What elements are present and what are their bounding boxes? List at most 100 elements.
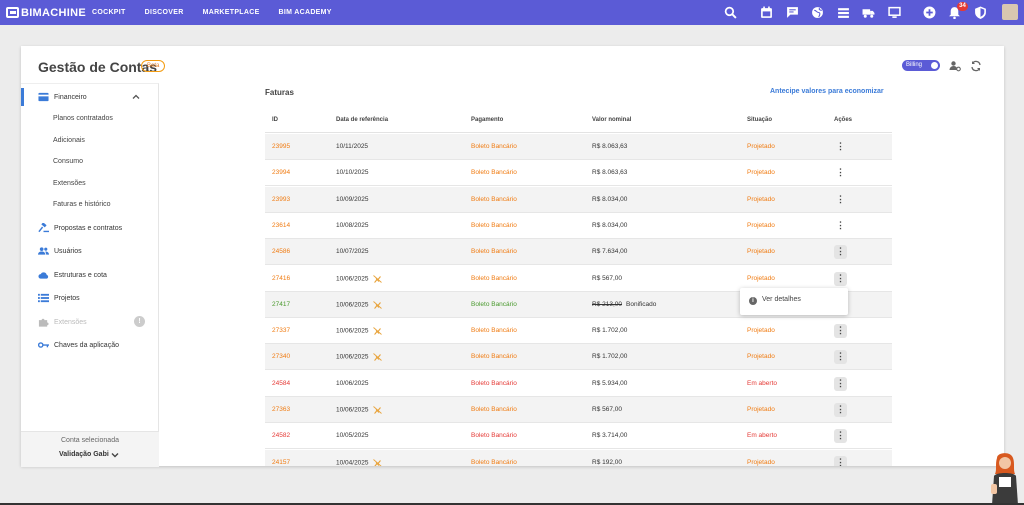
globe-icon[interactable] (811, 6, 824, 19)
column-header-payment[interactable]: Pagamento (471, 117, 504, 123)
date-text: 10/06/2025 (336, 406, 369, 414)
table-row[interactable]: 23614 10/08/2025 Boleto Bancário R$ 8.034,0… (265, 213, 892, 239)
brand-logo[interactable]: BIMACHINE (6, 7, 86, 19)
reference-date: 10/06/2025 (336, 380, 369, 387)
table-row[interactable]: 27363 10/06/2025 Boleto Bancário R$ 567,00 P… (265, 397, 892, 423)
invoice-id-link[interactable]: 24584 (272, 379, 291, 387)
table-row[interactable]: 24157 10/04/2025 Boleto Bancário R$ 192,00 P… (265, 449, 892, 466)
assistant-avatar[interactable] (988, 450, 1022, 505)
invoice-id-link[interactable]: 23995 (272, 143, 291, 150)
invoice-id-link[interactable]: 27363 (272, 406, 291, 413)
table-row[interactable]: 24586 10/07/2025 Boleto Bancário R$ 7.634,0… (265, 239, 892, 266)
user-avatar[interactable] (1002, 4, 1018, 20)
nominal-value: R$ 8.063,63 (592, 169, 628, 177)
more-actions-icon[interactable]: ⋮ (834, 429, 847, 444)
nominal-value: R$ 567,00 (592, 406, 622, 413)
gavel-icon (37, 223, 49, 233)
search-icon[interactable] (724, 6, 737, 19)
more-actions-icon[interactable]: ⋮ (834, 403, 847, 417)
more-actions-icon[interactable]: ⋮ (834, 324, 847, 339)
chevron-down-icon[interactable] (111, 451, 119, 459)
more-actions-icon[interactable]: ⋮ (836, 193, 845, 204)
account-selector[interactable]: Conta selecionada Validação Gabi (21, 431, 159, 467)
billing-toggle[interactable]: Billing (902, 60, 940, 71)
refresh-icon[interactable] (970, 60, 982, 72)
top-icon-bar: 34 (0, 0, 1024, 25)
invoice-id-link[interactable]: 24586 (272, 248, 291, 256)
column-header-date[interactable]: Data de referência (336, 117, 389, 123)
truck-icon[interactable] (862, 6, 875, 19)
nominal-value: R$ 1.702,00 (592, 353, 628, 361)
sidebar-item-label: Projetos (54, 294, 80, 302)
status-text: Em aberto (747, 432, 777, 440)
invoice-id-link[interactable]: 24582 (272, 432, 291, 440)
more-actions-icon[interactable]: ⋮ (834, 245, 847, 260)
chevron-up-icon[interactable] (132, 93, 140, 101)
payment-method: Boleto Bancário (471, 248, 517, 256)
sidebar-sub-extensoes[interactable]: Extensões (53, 180, 86, 187)
more-actions-icon[interactable]: ⋮ (836, 141, 845, 151)
payment-method: Boleto Bancário (471, 195, 517, 203)
column-header-actions: Ações (834, 117, 853, 123)
nominal-value: R$ 8.034,00 (592, 195, 628, 203)
invoice-id-link[interactable]: 27417 (272, 300, 291, 308)
invoice-id-link[interactable]: 23993 (272, 195, 291, 203)
shield-icon[interactable] (974, 6, 987, 19)
invoice-id-link[interactable]: 23994 (272, 169, 291, 177)
column-header-status[interactable]: Situação (747, 117, 773, 123)
sidebar-item-label: Financeiro (54, 93, 87, 101)
more-actions-icon[interactable]: ⋮ (834, 455, 847, 466)
invoice-id-link[interactable]: 24157 (272, 458, 291, 466)
sidebar-item-propostas[interactable]: Propostas e contratos (21, 219, 159, 237)
add-circle-icon[interactable] (923, 6, 936, 19)
invoice-id-link[interactable]: 27337 (272, 327, 291, 335)
sidebar-item-estruturas[interactable]: Estruturas e cota (21, 266, 159, 284)
table-row[interactable]: 23994 10/10/2025 Boleto Bancário R$ 8.063,6… (265, 160, 892, 187)
payment-method: Boleto Bancário (471, 353, 517, 361)
sidebar-item-usuarios[interactable]: Usuários (21, 242, 159, 260)
table-row[interactable]: 24584 10/06/2025 Boleto Bancário R$ 5.934,0… (265, 371, 892, 397)
nav-marketplace[interactable]: MARKETPLACE (202, 9, 260, 16)
invoice-id-link[interactable]: 27340 (272, 353, 291, 361)
value-text: R$ 213,00 (592, 300, 622, 308)
chat-icon[interactable] (786, 6, 799, 19)
menu-list-icon[interactable] (837, 6, 850, 19)
nav-bim-academy[interactable]: BIM ACADEMY (278, 9, 332, 16)
info-icon[interactable]: ! (134, 316, 145, 327)
nav-cockpit[interactable]: COCKPIT (92, 9, 126, 16)
table-row[interactable]: 27337 10/06/2025 Boleto Bancário R$ 1.702,0… (265, 318, 892, 345)
column-header-value[interactable]: Valor nominal (592, 117, 632, 123)
sidebar-sub-adicionais[interactable]: Adicionais (53, 137, 85, 144)
reference-date: 10/08/2025 (336, 222, 369, 229)
sidebar-item-projetos[interactable]: Projetos (21, 289, 159, 307)
more-actions-icon[interactable]: ⋮ (836, 219, 845, 230)
sidebar-sub-planos[interactable]: Planos contratados (53, 115, 113, 122)
view-details-menu-item[interactable]: Ver detalhes (762, 296, 801, 303)
payment-method: Boleto Bancário (471, 327, 517, 335)
table-row[interactable]: 27416 10/06/2025 Boleto Bancário R$ 567,00 P… (265, 266, 892, 292)
anticipate-link[interactable]: Antecipe valores para economizar (770, 88, 884, 95)
more-actions-icon[interactable]: ⋮ (836, 167, 845, 178)
invoice-id-link[interactable]: 27416 (272, 274, 291, 282)
calendar-icon[interactable] (760, 6, 773, 19)
invoice-id-link[interactable]: 23614 (272, 221, 291, 229)
table-row[interactable]: 24582 10/05/2025 Boleto Bancário R$ 3.714,0… (265, 423, 892, 450)
more-actions-icon[interactable]: ⋮ (834, 376, 847, 391)
table-row[interactable]: 27340 10/06/2025 Boleto Bancário R$ 1.702,0… (265, 344, 892, 371)
table-row[interactable]: 23993 10/09/2025 Boleto Bancário R$ 8.034,0… (265, 186, 892, 213)
nav-discover[interactable]: DISCOVER (144, 9, 184, 16)
payment-method: Boleto Bancário (471, 221, 517, 229)
selected-account-name[interactable]: Validação Gabi (59, 451, 109, 458)
column-header-id[interactable]: ID (272, 117, 278, 123)
monitor-icon[interactable] (888, 6, 901, 19)
sidebar-sub-consumo[interactable]: Consumo (53, 158, 83, 165)
table-row[interactable]: 23995 10/11/2025 Boleto Bancário R$ 8.063,6… (265, 134, 892, 160)
sidebar-item-financeiro[interactable]: Financeiro (21, 88, 159, 106)
more-actions-icon[interactable]: ⋮ (834, 271, 847, 286)
sidebar-item-chaves[interactable]: Chaves da aplicação (21, 336, 159, 354)
more-actions-icon[interactable]: ⋮ (834, 350, 847, 365)
puzzle-icon (37, 317, 49, 327)
user-settings-icon[interactable] (949, 60, 961, 72)
sidebar-sub-faturas[interactable]: Faturas e histórico (53, 201, 111, 208)
cloud-icon (37, 270, 49, 280)
